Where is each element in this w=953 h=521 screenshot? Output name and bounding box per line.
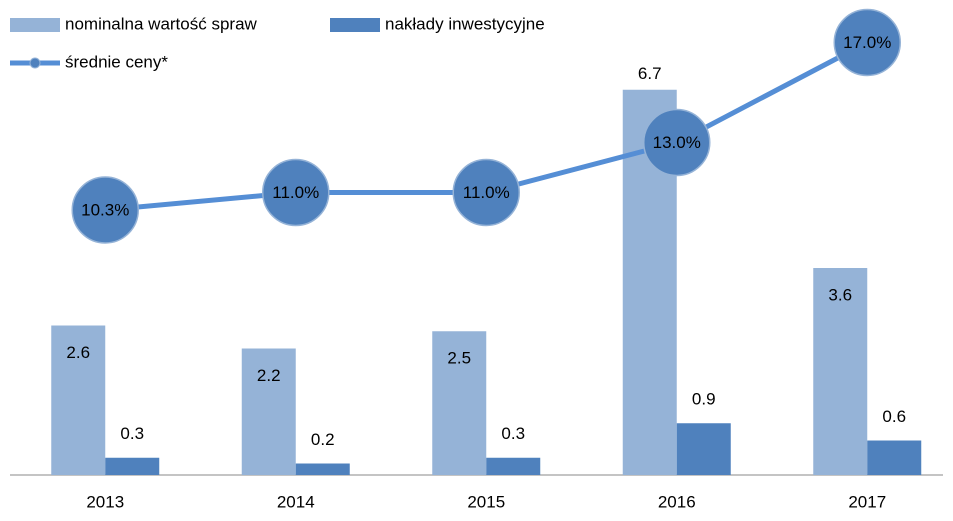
marker: [71, 176, 139, 244]
x-tick-label: 2013: [86, 492, 124, 511]
legend-label: nakłady inwestycyjne: [385, 14, 545, 33]
x-tick-label: 2015: [467, 492, 505, 511]
x-tick-label: 2016: [658, 492, 696, 511]
bar: [867, 440, 922, 475]
data-label: 0.3: [501, 424, 525, 443]
data-label: 11.0%: [463, 183, 510, 202]
marker: [262, 158, 330, 227]
x-tick-label: 2014: [277, 492, 315, 511]
bar: [295, 463, 350, 475]
data-label: 13.0%: [653, 133, 701, 152]
bar: [241, 348, 296, 475]
data-label: 2.5: [447, 349, 471, 368]
bar: [51, 325, 106, 475]
data-label: 0.3: [120, 424, 144, 443]
data-label: 0.6: [882, 407, 906, 426]
bar: [105, 457, 160, 475]
data-label: 6.7: [638, 64, 662, 83]
legend-label: nominalna wartość spraw: [65, 14, 258, 33]
data-label: 3.6: [828, 285, 852, 304]
data-label: 17.0%: [843, 33, 891, 52]
legend-label: średnie ceny*: [65, 52, 168, 71]
bar: [486, 457, 541, 475]
x-tick-label: 2017: [848, 492, 886, 511]
data-label: 2.2: [257, 366, 281, 385]
legend-swatch: [330, 18, 380, 32]
bar: [813, 268, 868, 475]
legend-swatch: [10, 18, 60, 32]
bar: [432, 331, 487, 475]
legend-marker: [29, 57, 41, 69]
data-label: 2.6: [66, 343, 90, 362]
marker: [643, 108, 711, 177]
marker: [452, 158, 520, 227]
marker: [833, 8, 901, 77]
data-label: 11.0%: [272, 183, 319, 202]
bar: [676, 423, 731, 475]
data-label: 0.9: [692, 390, 716, 409]
data-label: 0.2: [311, 430, 335, 449]
data-label: 10.3%: [81, 200, 129, 219]
